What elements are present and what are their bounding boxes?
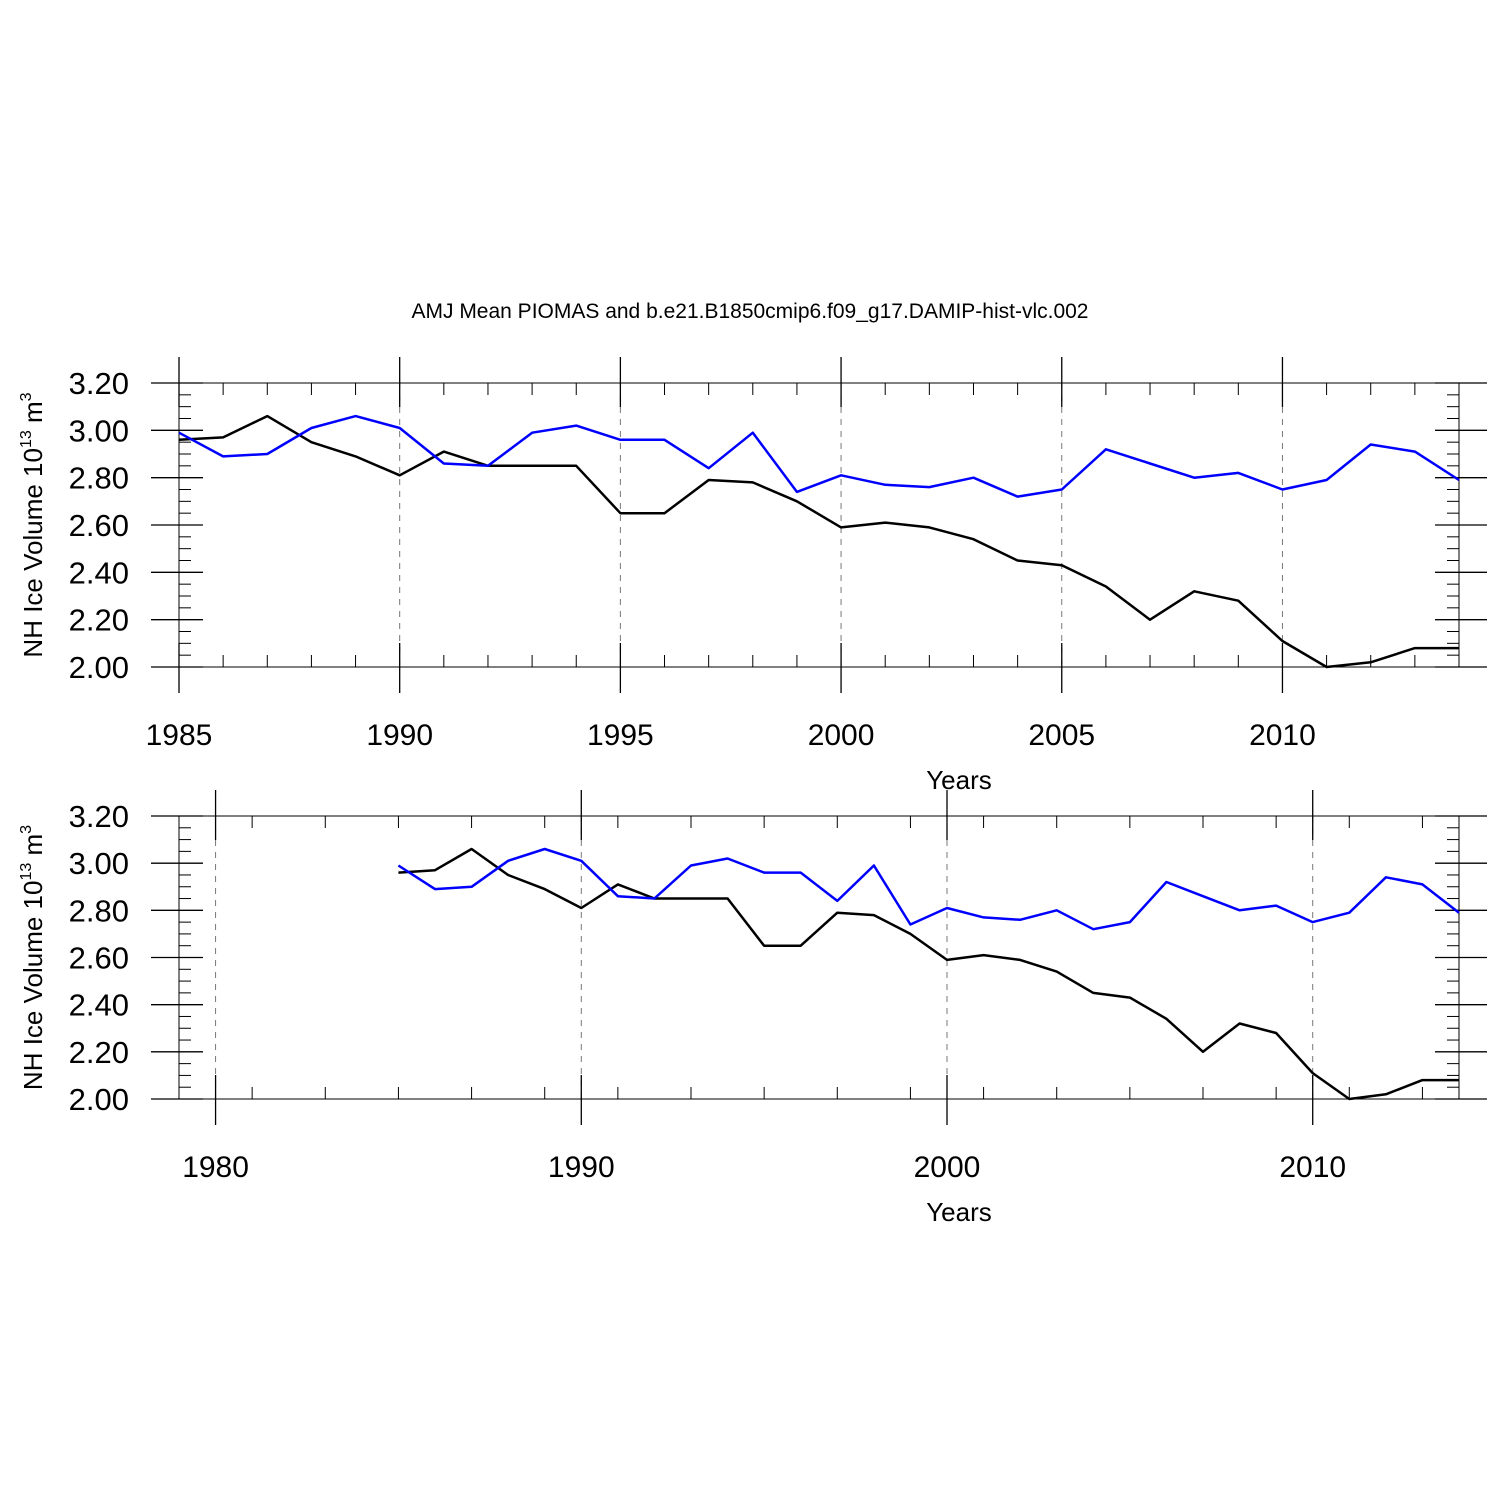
panel2-x-axis-label: Years bbox=[926, 1197, 992, 1227]
panel2-ytick-label-4: 2.80 bbox=[69, 893, 129, 928]
panel2-xtick-label-1990: 1990 bbox=[548, 1151, 615, 1184]
panel1-xtick-label-1985: 1985 bbox=[146, 719, 213, 752]
panel1-ytick-label-5: 3.00 bbox=[69, 413, 129, 448]
panel1-y-axis-label: NH Ice Volume 1013 m3 bbox=[18, 392, 48, 657]
panel2-ytick-label-5: 3.00 bbox=[69, 846, 129, 881]
panel2-y-axis-label: NH Ice Volume 1013 m3 bbox=[18, 825, 48, 1090]
panel1-ytick-label-6: 3.20 bbox=[69, 366, 129, 401]
panel2-series-line-blue bbox=[397, 847, 1460, 931]
panel1-ytick-label-4: 2.80 bbox=[69, 461, 129, 496]
panel2-ytick-label-3: 2.60 bbox=[69, 941, 129, 976]
panel1-ytick-label-0: 2.00 bbox=[69, 650, 129, 685]
panel1-ytick-label-3: 2.60 bbox=[69, 508, 129, 543]
panel1-x-axis-label: Years bbox=[926, 765, 992, 795]
panel2-xtick-label-2010: 2010 bbox=[1279, 1151, 1346, 1184]
panel-top: 1985 1990 1995 2000 2005 2010 2.00 2.20 2.40 2.60… bbox=[18, 357, 1487, 795]
panel2-ytick-label-1: 2.20 bbox=[69, 1035, 129, 1070]
panel2-series-line-black bbox=[398, 847, 1459, 1101]
panel2-ytick-label-6: 3.20 bbox=[69, 799, 129, 834]
panel1-xtick-label-1995: 1995 bbox=[587, 719, 654, 752]
panel1-series-line-black bbox=[178, 414, 1459, 669]
panel2-ytick-label-0: 2.00 bbox=[69, 1082, 129, 1117]
panel1-series-line-blue bbox=[178, 414, 1460, 498]
panel2-xtick-label-2000: 2000 bbox=[914, 1151, 981, 1184]
panel1-xtick-label-1990: 1990 bbox=[366, 719, 433, 752]
panel1-xtick-label-2010: 2010 bbox=[1249, 719, 1316, 752]
figure-title: AMJ Mean PIOMAS and b.e21.B1850cmip6.f09… bbox=[411, 300, 1088, 323]
panel2-xtick-label-1980: 1980 bbox=[182, 1151, 249, 1184]
panel2-frame bbox=[178, 815, 1460, 1100]
panel-bottom: 1980 1990 2000 2010 2.00 2.20 2.40 2.60 2.80 3.00… bbox=[18, 790, 1487, 1227]
panel1-frame bbox=[178, 382, 1460, 668]
panel1-xtick-label-2000: 2000 bbox=[808, 719, 875, 752]
panel2-ytick-label-2: 2.40 bbox=[69, 988, 129, 1023]
panel1-ytick-label-1: 2.20 bbox=[69, 603, 129, 638]
panel1-ytick-label-2: 2.40 bbox=[69, 555, 129, 590]
panel1-xtick-label-2005: 2005 bbox=[1028, 719, 1095, 752]
